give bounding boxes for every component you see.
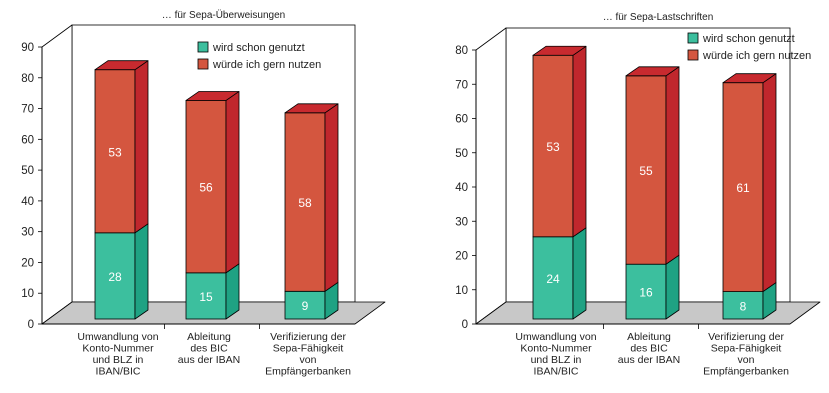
chart1-bar-wish-side — [324, 103, 339, 292]
chart1-y-tick-label: 90 — [21, 42, 34, 54]
chart2-legend-swatch — [687, 49, 699, 61]
chart2-y-tick-label: 10 — [455, 285, 468, 297]
chart1-category-label: von — [300, 354, 317, 366]
chart2-subtitle: … für Sepa-Lastschriften — [603, 12, 714, 23]
chart2-y-tick-label: 40 — [455, 182, 468, 194]
chart1-bar-wish-side — [134, 60, 149, 234]
chart1-side-wall — [41, 24, 73, 325]
chart1-data-label-used: 9 — [302, 299, 309, 313]
chart2-bar-top — [532, 45, 587, 56]
chart1-y-tick-label: 50 — [21, 165, 34, 177]
chart1-category-label: aus der IBAN — [178, 354, 240, 366]
chart2-data-label-used: 24 — [546, 272, 560, 286]
chart1-y-tick-label: 60 — [21, 134, 34, 146]
chart1-category-label: Umwandlung von — [77, 331, 158, 343]
chart1-bar-wish — [94, 69, 136, 234]
chart1-bar-used-side — [225, 263, 240, 320]
chart1-category-label: Ableitung — [187, 331, 231, 343]
chart2-y-tick-label: 50 — [455, 148, 468, 160]
chart1-legend-swatch — [197, 58, 209, 70]
chart1-category-label: Sepa-Fähigkeit — [273, 343, 344, 355]
chart1-legend-label: wird schon genutzt — [212, 42, 305, 54]
chart1-bar-used-side — [134, 223, 149, 320]
chart1-bar-top — [185, 91, 240, 101]
chart1-y-tick-label: 70 — [21, 104, 34, 116]
chart2-bar-wish-side — [665, 66, 680, 265]
chart1-category-label: Empfängerbanken — [265, 366, 351, 378]
chart2-bar-used — [722, 291, 764, 320]
chart1-data-label-wish: 58 — [298, 196, 312, 210]
chart1-bar-wish — [185, 100, 227, 274]
chart2-legend-label: würde ich gern nutzen — [702, 50, 811, 62]
chart1-data-label-used: 15 — [199, 290, 213, 304]
chart1-bar-wish-side — [225, 91, 240, 274]
chart2-data-label-used: 16 — [639, 286, 653, 300]
chart2-bar-top — [625, 66, 680, 77]
chart2-category-label: von — [738, 354, 755, 366]
chart1-y-tick-label: 30 — [21, 227, 34, 239]
chart2-bar-used-side — [572, 227, 587, 320]
chart2-y-tick-label: 30 — [455, 216, 468, 228]
chart1-data-label-wish: 56 — [199, 181, 213, 195]
chart1-category-label: des BIC — [190, 343, 228, 355]
chart2-category-label: Umwandlung von — [515, 331, 596, 343]
chart2-category-label: des BIC — [630, 343, 668, 355]
chart2-category-label: Verifizierung der — [708, 331, 784, 343]
chart2-bar-wish — [625, 75, 667, 265]
chart1-legend-label: würde ich gern nutzen — [212, 59, 321, 71]
chart1-y-tick-label: 80 — [21, 73, 34, 85]
chart2-category-label: IBAN/BIC — [534, 366, 579, 378]
chart2-side-wall — [475, 27, 507, 325]
chart2-bar-wish-side — [572, 45, 587, 238]
chart1-bar-used — [284, 290, 326, 320]
chart2-data-label-used: 8 — [740, 299, 747, 313]
chart1-category-label: Verifizierung der — [270, 331, 346, 343]
chart1-subtitle: … für Sepa-Überweisungen — [162, 9, 285, 21]
chart2-bar-used-side — [665, 254, 680, 320]
chart2-data-label-wish: 61 — [736, 181, 750, 195]
chart2-legend-label: wird schon genutzt — [702, 33, 795, 45]
chart1-legend-swatch — [197, 41, 209, 53]
chart2-category-label: Konto-Nummer — [520, 343, 592, 355]
chart1-data-label-wish: 53 — [108, 145, 122, 159]
chart2-category-label: und BLZ in — [531, 354, 582, 366]
chart1-category-label: und BLZ in — [93, 354, 144, 366]
chart1-y-tick-label: 0 — [28, 319, 34, 331]
chart1-category-label: IBAN/BIC — [96, 366, 141, 378]
chart2-legend-swatch — [687, 32, 699, 44]
chart2-category-label: Empfängerbanken — [703, 366, 789, 378]
chart2-bar-top — [722, 73, 777, 84]
chart2-y-tick-label: 0 — [462, 319, 468, 331]
chart2-data-label-wish: 53 — [546, 140, 560, 154]
chart2-bar-wish — [722, 82, 764, 293]
chart1-bar-wish — [284, 112, 326, 292]
chart2-data-label-wish: 55 — [639, 164, 653, 178]
chart2-category-label: Ableitung — [627, 331, 671, 343]
chart2-y-tick-label: 80 — [455, 45, 468, 57]
chart2-category-label: Sepa-Fähigkeit — [711, 343, 782, 355]
chart1-data-label-used: 28 — [108, 270, 122, 284]
chart2-category-label: aus der IBAN — [618, 354, 680, 366]
chart1-y-tick-label: 10 — [21, 288, 34, 300]
chart2-bar-wish-side — [762, 73, 777, 293]
chart1-bar-top — [284, 103, 339, 114]
chart2-y-tick-label: 60 — [455, 114, 468, 126]
chart2-y-tick-label: 70 — [455, 79, 468, 91]
chart1-y-tick-label: 20 — [21, 257, 34, 269]
chart1-category-label: Konto-Nummer — [82, 343, 154, 355]
chart1-y-tick-label: 40 — [21, 196, 34, 208]
chart2-bar-used — [532, 236, 574, 320]
chart2-y-tick-label: 20 — [455, 251, 468, 263]
chart1-bar-top — [94, 60, 149, 71]
